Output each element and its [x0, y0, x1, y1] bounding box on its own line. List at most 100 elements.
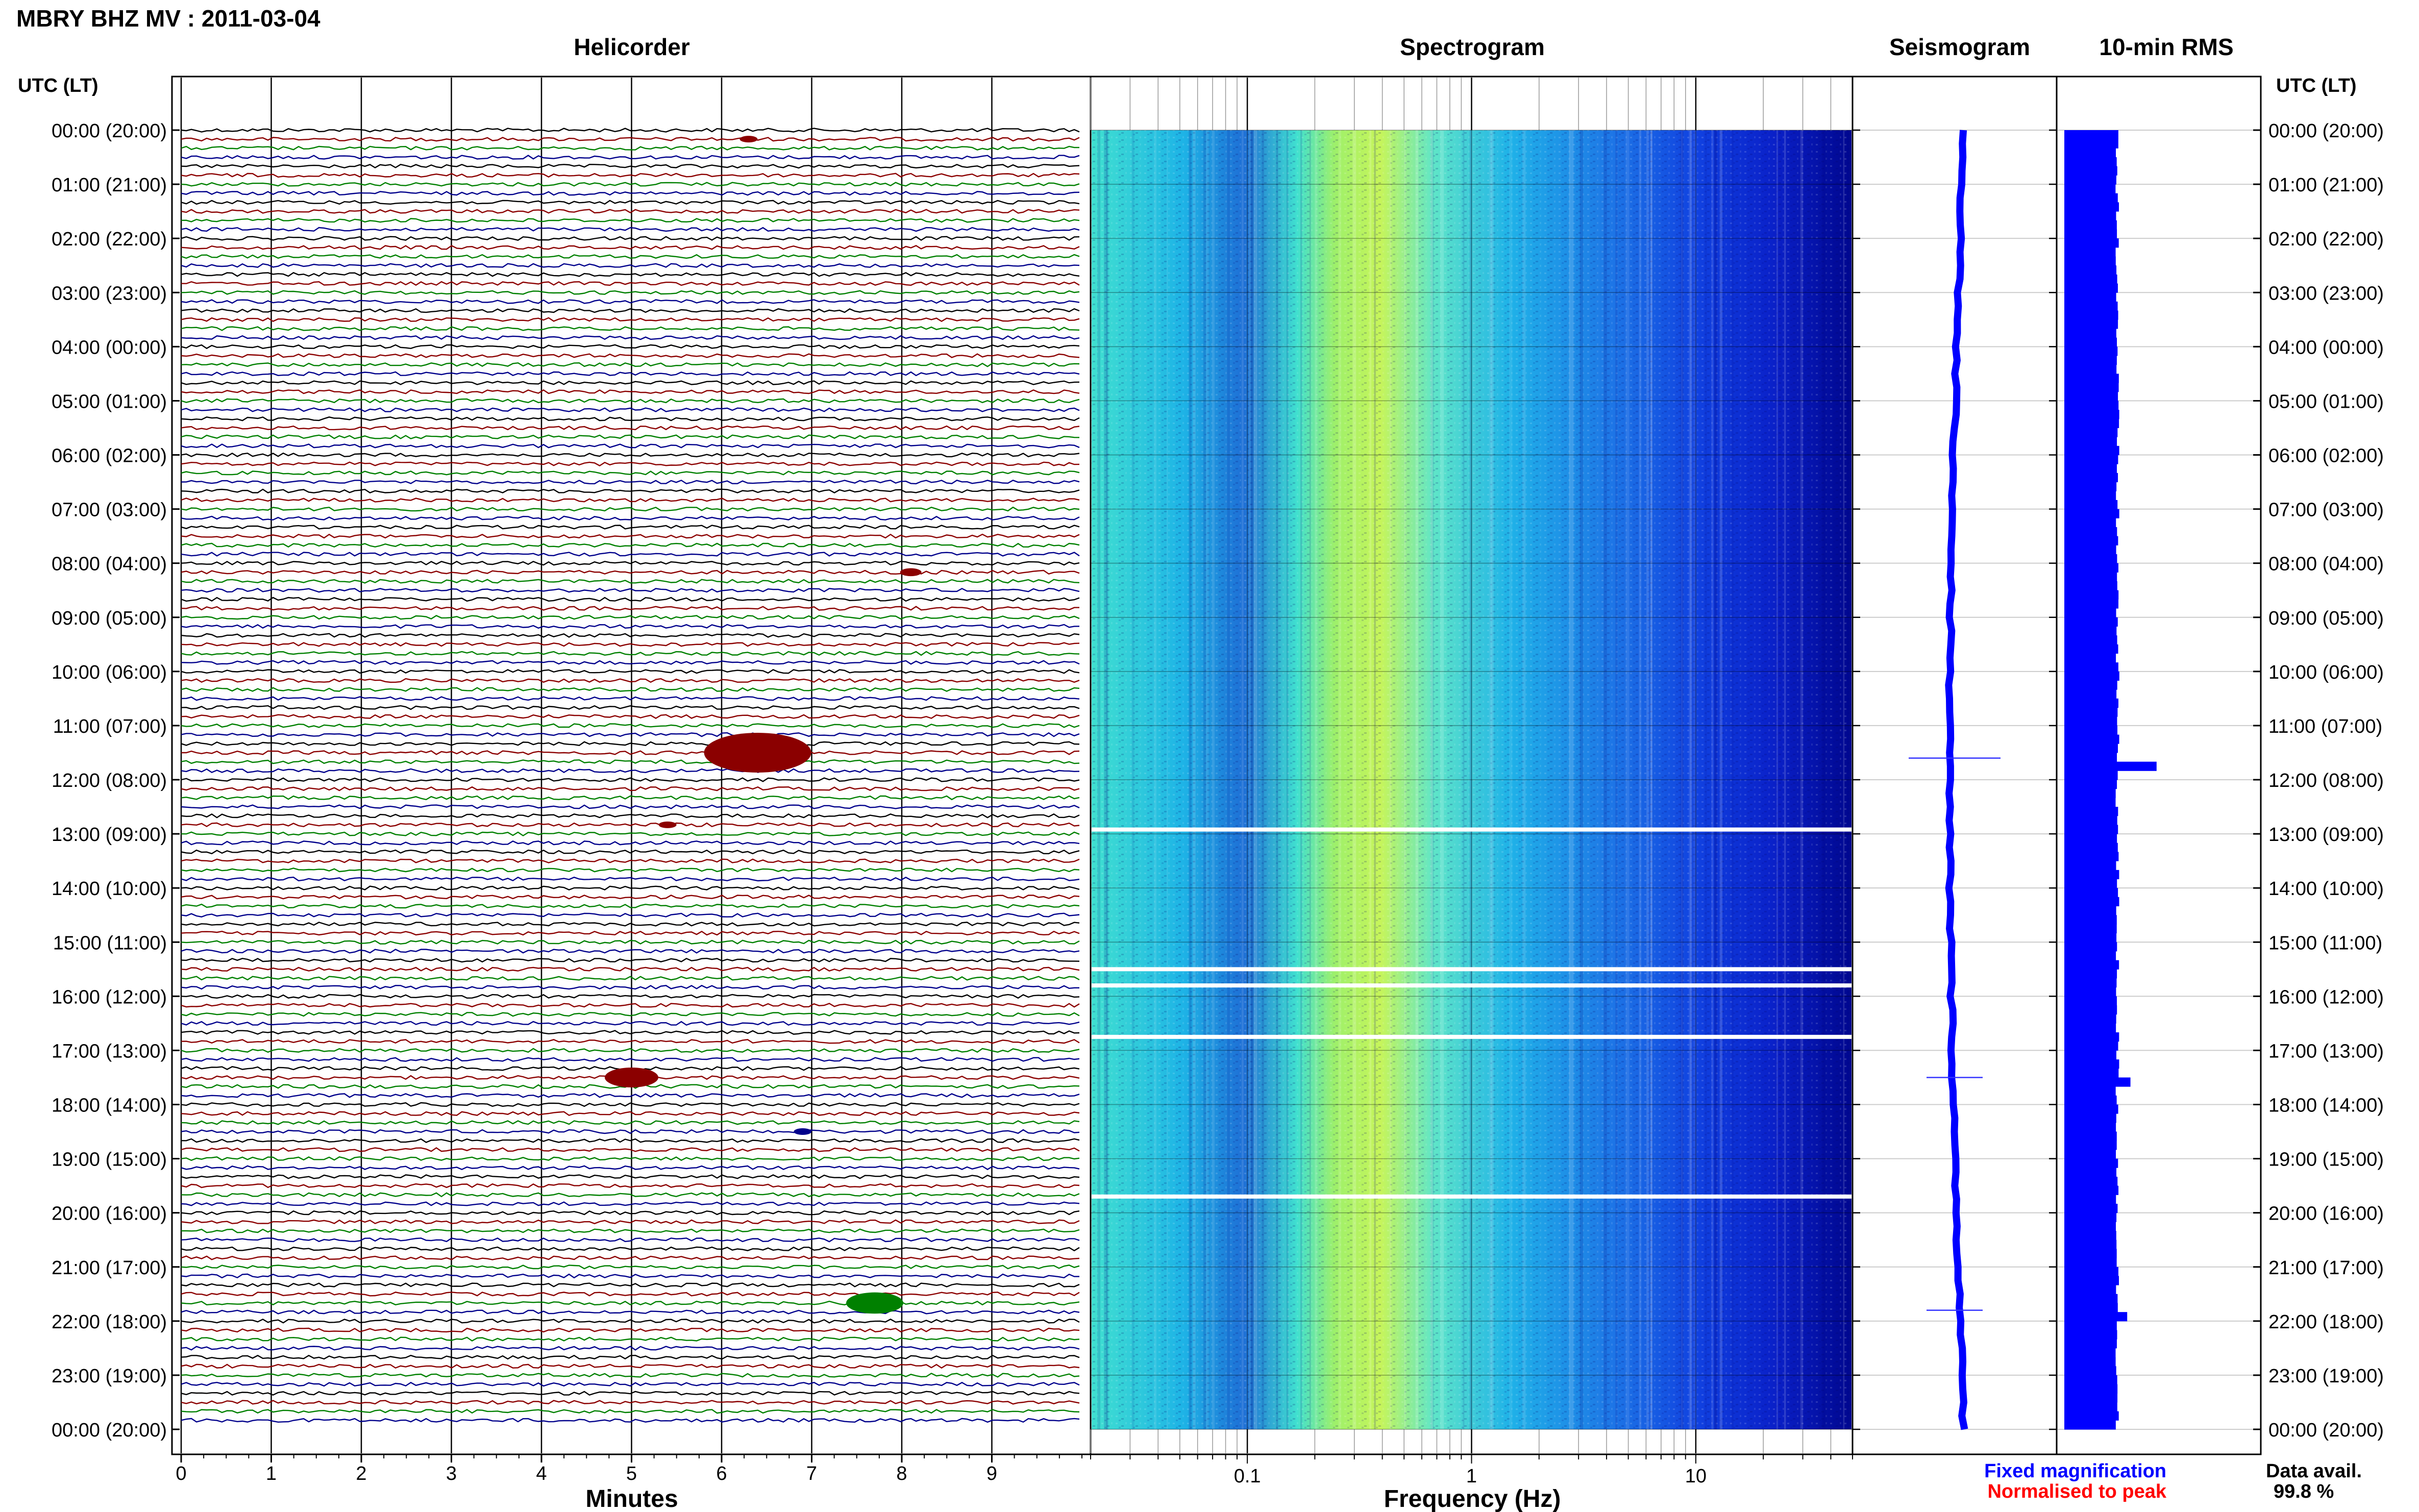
rms-bar [2064, 211, 2116, 221]
rms-bar [2064, 455, 2118, 464]
helicorder-trace [181, 290, 1080, 295]
spectrogram-streak [1276, 130, 1278, 1429]
spectrogram-streak [1167, 130, 1168, 1429]
rms-bar [2064, 1366, 2116, 1376]
helicorder-event [739, 136, 758, 143]
helicorder-trace [181, 912, 1080, 918]
helicorder-trace [181, 1048, 1080, 1053]
rms-bar [2064, 960, 2119, 970]
rms-bar [2064, 545, 2116, 555]
helicorder-trace [181, 434, 1080, 439]
rms-bar [2064, 924, 2117, 934]
spectrogram-streak [1212, 130, 1215, 1429]
hour-label-left: 07:00 (03:00) [52, 500, 167, 521]
rms-bar [2064, 464, 2117, 474]
helicorder-trace [181, 1201, 1080, 1206]
hour-label-left: 15:00 (11:00) [53, 932, 167, 954]
spectrogram-streak [1251, 130, 1253, 1429]
spectrogram-streak [1800, 130, 1801, 1429]
helicorder-trace [181, 407, 1080, 412]
hour-label-left: 17:00 (13:00) [52, 1040, 167, 1062]
rms-bar [2064, 328, 2116, 338]
rms-bar [2064, 780, 2117, 789]
helicorder-trace [181, 1012, 1080, 1017]
helicorder-trace [181, 479, 1080, 485]
helicorder-trace [181, 533, 1080, 539]
helicorder-trace [181, 506, 1080, 512]
rms-bar [2064, 1330, 2117, 1340]
spectrogram-streak [1463, 130, 1465, 1429]
spectrogram-streak [1203, 130, 1206, 1429]
rms-bar [2064, 1357, 2116, 1367]
rms-bar [2064, 391, 2118, 401]
helicorder-panel [171, 76, 1092, 1455]
rms-bar [2064, 1032, 2119, 1042]
helicorder-trace [181, 1255, 1080, 1260]
time-axis-label-right: UTC (LT) [2276, 75, 2357, 96]
helicorder-trace [181, 452, 1080, 458]
rms-bar [2064, 581, 2117, 591]
rms-bar [2064, 283, 2118, 293]
rms-panel [2056, 76, 2262, 1455]
rms-bar [2064, 184, 2116, 194]
helicorder-trace [181, 660, 1080, 665]
rms-bar [2064, 1384, 2118, 1394]
helicorder-trace [181, 587, 1080, 593]
rms-bar [2064, 761, 2157, 771]
rms-bar [2064, 274, 2117, 284]
rms-bar [2064, 815, 2117, 825]
helicorder-trace [181, 696, 1080, 701]
helicorder-event [900, 568, 922, 577]
helicorder-trace [181, 750, 1080, 755]
helicorder-trace [181, 552, 1080, 557]
spectrogram-streak [1784, 130, 1786, 1429]
rms-bar [2064, 1375, 2117, 1385]
rms-bar [2064, 662, 2118, 672]
helicorder-trace [181, 1309, 1080, 1315]
helicorder-trace [181, 191, 1080, 196]
hour-label-left: 11:00 (07:00) [53, 716, 167, 737]
spectrogram-streak [1650, 130, 1652, 1429]
hour-label-left: 04:00 (00:00) [52, 337, 167, 358]
rms-bar [2064, 1059, 2119, 1069]
rms-bar [2064, 1312, 2128, 1322]
rms-bar [2064, 879, 2117, 888]
rms-bar [2064, 1077, 2131, 1087]
helicorder-trace [181, 1093, 1080, 1098]
helicorder-trace [181, 317, 1080, 322]
rms-bar [2064, 590, 2119, 600]
hour-label-right: 20:00 (16:00) [2268, 1203, 2384, 1225]
helicorder-trace [181, 1030, 1080, 1035]
rms-bar [2064, 617, 2118, 627]
helicorder-trace [181, 1354, 1080, 1360]
spectrogram-streak [1689, 130, 1692, 1429]
helicorder-trace [181, 849, 1080, 855]
spectrogram-streak [1469, 130, 1472, 1429]
spectrogram-streak [1352, 130, 1356, 1429]
rms-bar [2064, 301, 2118, 311]
rms-bar [2064, 1122, 2116, 1132]
helicorder-trace [181, 597, 1080, 602]
helicorder-trace [181, 1165, 1080, 1171]
spectrogram-streak [1719, 130, 1723, 1429]
helicorder-trace [181, 1318, 1080, 1324]
rms-bar [2064, 148, 2116, 158]
freq-tick-label: 10 [1685, 1466, 1707, 1487]
rms-bar [2064, 139, 2118, 148]
hour-label-right: 02:00 (22:00) [2268, 229, 2384, 250]
hour-label-right: 11:00 (07:00) [2268, 716, 2382, 737]
helicorder-trace [181, 1174, 1080, 1179]
rms-bar [2064, 1321, 2117, 1331]
helicorder-trace [181, 1111, 1080, 1117]
helicorder-trace [181, 353, 1080, 358]
spectrogram-streak [1823, 130, 1827, 1429]
hour-label-right: 12:00 (08:00) [2268, 770, 2384, 791]
rms-bar [2064, 1176, 2118, 1186]
spectrogram-panel [1090, 76, 1854, 1455]
spectrogram-streak [1615, 130, 1618, 1429]
spectrogram-streak [1571, 130, 1574, 1429]
minute-tick-label: 3 [446, 1463, 457, 1484]
hour-label-left: 16:00 (12:00) [52, 986, 167, 1008]
helicorder-trace [181, 1327, 1080, 1333]
helicorder-trace [181, 1219, 1080, 1225]
